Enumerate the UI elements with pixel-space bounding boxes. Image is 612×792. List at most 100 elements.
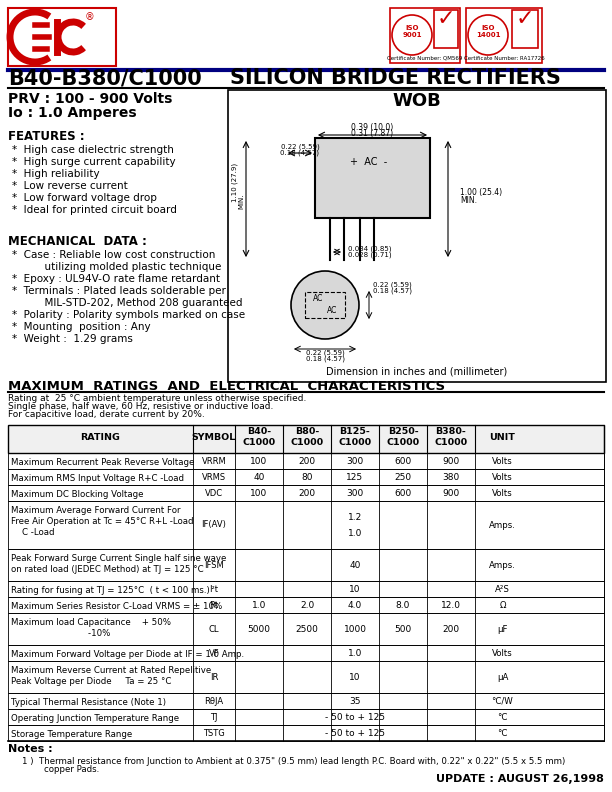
Text: 0.31 (7.87): 0.31 (7.87) xyxy=(351,129,394,138)
Text: *  Mounting  position : Any: * Mounting position : Any xyxy=(12,322,151,332)
Text: UNIT: UNIT xyxy=(490,432,515,441)
Text: Amps.: Amps. xyxy=(489,561,516,569)
Text: Maximum RMS Input Voltage R+C -Load: Maximum RMS Input Voltage R+C -Load xyxy=(11,474,184,483)
Text: FEATURES :: FEATURES : xyxy=(8,130,84,143)
Text: 0.22 (5.59): 0.22 (5.59) xyxy=(373,281,412,287)
Text: PRV : 100 - 900 Volts: PRV : 100 - 900 Volts xyxy=(8,92,173,106)
Text: 10: 10 xyxy=(349,672,360,681)
Circle shape xyxy=(291,271,359,339)
Text: MIN.: MIN. xyxy=(460,196,477,205)
Text: Volts: Volts xyxy=(492,489,513,497)
Text: ®: ® xyxy=(85,12,95,22)
Text: 500: 500 xyxy=(394,625,412,634)
Bar xyxy=(8,469,604,485)
Text: *  High surge current capability: * High surge current capability xyxy=(12,157,176,167)
Text: 1.0: 1.0 xyxy=(348,649,362,657)
Text: CL: CL xyxy=(209,625,219,634)
Text: 0.22 (5.59): 0.22 (5.59) xyxy=(281,143,319,150)
Text: 600: 600 xyxy=(394,456,412,466)
Text: WOB: WOB xyxy=(393,92,441,110)
Text: Volts: Volts xyxy=(492,456,513,466)
Text: 300: 300 xyxy=(346,456,364,466)
Bar xyxy=(512,10,538,48)
Text: 40: 40 xyxy=(253,473,264,482)
Text: 600: 600 xyxy=(394,489,412,497)
Text: 0.18 (4.57): 0.18 (4.57) xyxy=(305,356,345,363)
Bar xyxy=(390,8,460,63)
Bar xyxy=(466,8,542,63)
Text: SYMBOL: SYMBOL xyxy=(192,432,236,441)
Text: 4.0: 4.0 xyxy=(348,600,362,610)
Text: B125-
C1000: B125- C1000 xyxy=(338,428,371,447)
Text: UPDATE : AUGUST 26,1998: UPDATE : AUGUST 26,1998 xyxy=(436,774,604,784)
Text: 1000: 1000 xyxy=(343,625,367,634)
Text: Certificate Number: QM569: Certificate Number: QM569 xyxy=(387,56,463,61)
Bar xyxy=(8,425,604,453)
Text: Io : 1.0 Amperes: Io : 1.0 Amperes xyxy=(8,106,136,120)
Text: 10: 10 xyxy=(349,584,360,593)
Text: Free Air Operation at Tc = 45°C R+L -Load: Free Air Operation at Tc = 45°C R+L -Loa… xyxy=(11,517,193,526)
Bar xyxy=(8,613,604,645)
Text: Peak Voltage per Diode     Ta = 25 °C: Peak Voltage per Diode Ta = 25 °C xyxy=(11,677,171,686)
Text: μA: μA xyxy=(497,672,508,681)
Text: 0.18 (4.57): 0.18 (4.57) xyxy=(373,288,412,295)
Text: Maximum Average Forward Current For: Maximum Average Forward Current For xyxy=(11,506,181,515)
Text: Certificate Number: RA17726: Certificate Number: RA17726 xyxy=(464,56,545,61)
Text: ✓: ✓ xyxy=(437,9,455,29)
Text: *  Ideal for printed circuit board: * Ideal for printed circuit board xyxy=(12,205,177,215)
Text: TJ: TJ xyxy=(211,713,218,722)
Text: *  High reliability: * High reliability xyxy=(12,169,100,179)
Bar xyxy=(8,501,604,549)
Text: 0.39 (10.0): 0.39 (10.0) xyxy=(351,123,394,132)
Text: 40: 40 xyxy=(349,561,360,569)
Text: - 50 to + 125: - 50 to + 125 xyxy=(325,729,385,737)
Bar xyxy=(315,138,430,218)
Text: 900: 900 xyxy=(442,489,460,497)
Text: 900: 900 xyxy=(442,456,460,466)
Text: utilizing molded plastic technique: utilizing molded plastic technique xyxy=(12,262,222,272)
Text: *  Epoxy : UL94V-O rate flame retardant: * Epoxy : UL94V-O rate flame retardant xyxy=(12,274,220,284)
Text: 0.034 (0.85): 0.034 (0.85) xyxy=(348,245,392,252)
Text: SILICON BRIDGE RECTIFIERS: SILICON BRIDGE RECTIFIERS xyxy=(230,68,561,88)
Bar xyxy=(8,661,604,693)
Text: 380: 380 xyxy=(442,473,460,482)
Text: μF: μF xyxy=(497,625,508,634)
Text: 35: 35 xyxy=(349,696,360,706)
Text: I²t: I²t xyxy=(209,584,218,593)
Text: B250-
C1000: B250- C1000 xyxy=(386,428,420,447)
Text: A²S: A²S xyxy=(495,584,510,593)
Text: 100: 100 xyxy=(250,456,267,466)
Text: 80: 80 xyxy=(301,473,313,482)
Text: MECHANICAL  DATA :: MECHANICAL DATA : xyxy=(8,235,147,248)
Text: *  High case dielectric strength: * High case dielectric strength xyxy=(12,145,174,155)
Bar xyxy=(8,581,604,597)
Text: *  Weight :  1.29 grams: * Weight : 1.29 grams xyxy=(12,334,133,344)
Text: *  Terminals : Plated leads solderable per: * Terminals : Plated leads solderable pe… xyxy=(12,286,226,296)
Text: TSTG: TSTG xyxy=(203,729,225,737)
Text: 300: 300 xyxy=(346,489,364,497)
Bar xyxy=(228,90,606,382)
Text: 5000: 5000 xyxy=(247,625,271,634)
Bar xyxy=(8,485,604,501)
Text: 1.0: 1.0 xyxy=(252,600,266,610)
Bar xyxy=(8,693,604,709)
Bar xyxy=(8,725,604,741)
Text: Volts: Volts xyxy=(492,473,513,482)
Text: MAXIMUM  RATINGS  AND  ELECTRICAL  CHARACTERISTICS: MAXIMUM RATINGS AND ELECTRICAL CHARACTER… xyxy=(8,380,445,393)
Text: 100: 100 xyxy=(250,489,267,497)
Text: 1 )  Thermal resistance from Junction to Ambient at 0.375" (9.5 mm) lead length : 1 ) Thermal resistance from Junction to … xyxy=(22,757,565,766)
Text: 2500: 2500 xyxy=(296,625,318,634)
Text: 200: 200 xyxy=(442,625,460,634)
Text: 2.0: 2.0 xyxy=(300,600,314,610)
Text: ISO: ISO xyxy=(405,25,419,31)
Text: Rt: Rt xyxy=(209,600,218,610)
Text: VDC: VDC xyxy=(205,489,223,497)
Text: *  Low reverse current: * Low reverse current xyxy=(12,181,128,191)
Text: 1.00 (25.4): 1.00 (25.4) xyxy=(460,188,502,197)
Text: 1.10 (27.9): 1.10 (27.9) xyxy=(231,162,238,201)
Text: Peak Forward Surge Current Single half sine wave: Peak Forward Surge Current Single half s… xyxy=(11,554,226,563)
Text: 200: 200 xyxy=(299,489,316,497)
Text: copper Pads.: copper Pads. xyxy=(22,765,99,774)
Text: - 50 to + 125: - 50 to + 125 xyxy=(325,713,385,722)
Text: Single phase, half wave, 60 Hz, resistive or inductive load.: Single phase, half wave, 60 Hz, resistiv… xyxy=(8,402,274,411)
